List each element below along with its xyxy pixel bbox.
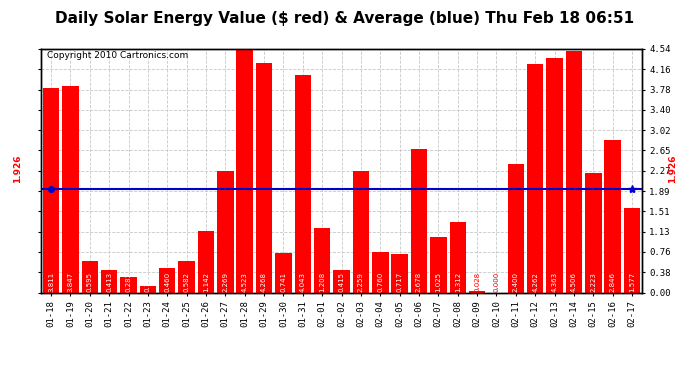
- Bar: [295, 75, 311, 292]
- Text: 2.678: 2.678: [416, 272, 422, 292]
- Bar: [527, 64, 544, 292]
- Text: 1.208: 1.208: [319, 272, 325, 292]
- Bar: [372, 252, 388, 292]
- Text: 0.283: 0.283: [126, 272, 132, 292]
- Bar: [139, 286, 156, 292]
- Text: 1.025: 1.025: [435, 272, 442, 292]
- Text: 4.043: 4.043: [300, 272, 306, 292]
- Bar: [604, 140, 621, 292]
- Text: Copyright 2010 Cartronics.com: Copyright 2010 Cartronics.com: [48, 51, 188, 60]
- Text: 4.262: 4.262: [532, 272, 538, 292]
- Bar: [411, 149, 427, 292]
- Text: 0.760: 0.760: [377, 272, 383, 292]
- Text: 4.268: 4.268: [261, 272, 267, 292]
- Bar: [101, 270, 117, 292]
- Text: 0.129: 0.129: [145, 272, 151, 292]
- Bar: [333, 270, 350, 292]
- Bar: [546, 58, 563, 292]
- Bar: [159, 268, 175, 292]
- Text: Daily Solar Energy Value ($ red) & Average (blue) Thu Feb 18 06:51: Daily Solar Energy Value ($ red) & Avera…: [55, 11, 635, 26]
- Bar: [62, 86, 79, 292]
- Bar: [624, 208, 640, 292]
- Text: 0.028: 0.028: [474, 272, 480, 292]
- Bar: [391, 254, 408, 292]
- Bar: [566, 51, 582, 292]
- Bar: [217, 171, 234, 292]
- Text: 1.312: 1.312: [455, 272, 461, 292]
- Text: 0.413: 0.413: [106, 272, 112, 292]
- Bar: [449, 222, 466, 292]
- Text: 0.741: 0.741: [280, 272, 286, 292]
- Bar: [179, 261, 195, 292]
- Text: 0.415: 0.415: [339, 272, 344, 292]
- Bar: [314, 228, 331, 292]
- Text: 0.595: 0.595: [87, 272, 93, 292]
- Bar: [430, 237, 446, 292]
- Text: 2.269: 2.269: [222, 272, 228, 292]
- Bar: [353, 171, 369, 292]
- Bar: [256, 63, 273, 292]
- Text: 0.582: 0.582: [184, 272, 190, 292]
- Bar: [120, 277, 137, 292]
- Text: 1.926: 1.926: [12, 154, 22, 183]
- Bar: [275, 253, 292, 292]
- Text: 4.363: 4.363: [551, 272, 558, 292]
- Text: 2.223: 2.223: [590, 272, 596, 292]
- Bar: [469, 291, 485, 292]
- Bar: [198, 231, 214, 292]
- Text: 2.400: 2.400: [513, 272, 519, 292]
- Text: 0.460: 0.460: [164, 272, 170, 292]
- Bar: [508, 164, 524, 292]
- Text: 1.577: 1.577: [629, 272, 635, 292]
- Text: 0.717: 0.717: [397, 272, 403, 292]
- Text: 3.811: 3.811: [48, 272, 54, 292]
- Text: 1.142: 1.142: [203, 272, 209, 292]
- Text: 4.523: 4.523: [241, 272, 248, 292]
- Bar: [43, 88, 59, 292]
- Text: 3.847: 3.847: [68, 272, 73, 292]
- Text: 1.926: 1.926: [668, 154, 678, 183]
- Text: 0.000: 0.000: [493, 272, 500, 292]
- Text: 2.259: 2.259: [358, 272, 364, 292]
- Text: 2.846: 2.846: [610, 272, 615, 292]
- Text: 4.506: 4.506: [571, 272, 577, 292]
- Bar: [81, 261, 98, 292]
- Bar: [237, 50, 253, 292]
- Bar: [585, 173, 602, 292]
